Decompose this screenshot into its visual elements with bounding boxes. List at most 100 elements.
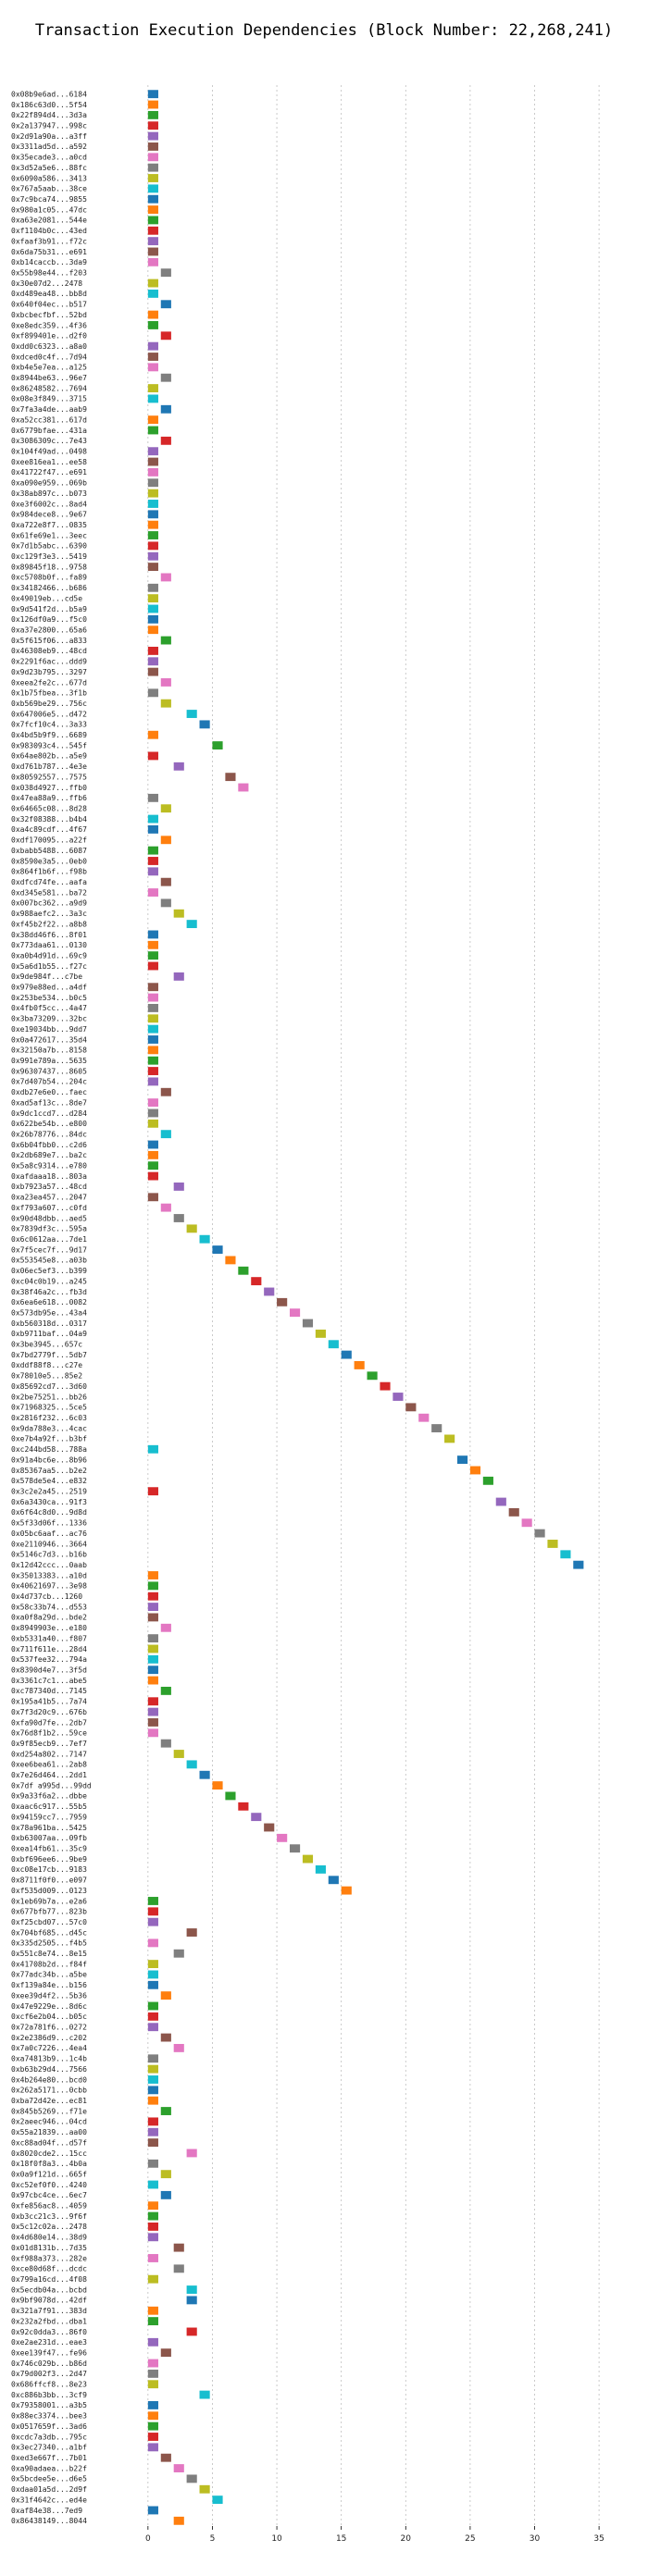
dependency-bar xyxy=(147,2117,158,2126)
dependency-bar xyxy=(147,646,158,655)
dependency-bar xyxy=(147,1035,158,1044)
transaction-label: 0xa74813b9...1c4b xyxy=(11,2055,87,2063)
dependency-bar xyxy=(328,1340,339,1349)
transaction-label: 0x2be75251...bb26 xyxy=(11,1393,87,1401)
dependency-bar xyxy=(147,1613,158,1622)
transaction-label: 0x007bc362...a9d9 xyxy=(11,899,87,908)
transaction-label: 0x3d52a5e6...88fc xyxy=(11,164,87,172)
dependency-bar xyxy=(147,1917,158,1926)
dependency-bar xyxy=(147,2127,158,2136)
dependency-bar xyxy=(147,1581,158,1591)
transaction-label: 0x7d1b5abc...6390 xyxy=(11,542,87,551)
dependency-bar xyxy=(251,1277,262,1286)
dependency-bar xyxy=(199,2390,210,2399)
bar-series xyxy=(147,90,584,2525)
transaction-label: 0xcdc7a3db...795c xyxy=(11,2433,87,2441)
dependency-bar xyxy=(147,657,158,666)
transaction-label: 0xdaa01a5d...2d9f xyxy=(11,2485,87,2494)
transaction-label: 0xb9711baf...04a9 xyxy=(11,1330,87,1338)
dependency-bar xyxy=(147,2337,158,2347)
transaction-label: 0x22f894d4...3d3a xyxy=(11,111,87,119)
dependency-bar xyxy=(147,1119,158,1128)
transaction-label: 0xe2ae231d...eae3 xyxy=(11,2338,87,2347)
transaction-label: 0x4fb0f5cc...4a47 xyxy=(11,1004,87,1012)
transaction-label: 0xee816ea1...ee58 xyxy=(11,458,87,466)
transaction-label: 0x686ffcf8...8e23 xyxy=(11,2381,87,2389)
x-tick-label: 15 xyxy=(336,2534,346,2544)
transaction-label: 0x9bf9078d...42df xyxy=(11,2297,87,2305)
dependency-bar xyxy=(147,500,158,508)
transaction-label: 0xbf696ee6...9be9 xyxy=(11,1855,87,1864)
x-tick-label: 35 xyxy=(593,2534,604,2544)
dependency-bar xyxy=(354,1361,365,1369)
transaction-label: 0x2291f6ac...ddd9 xyxy=(11,658,87,666)
dependency-bar xyxy=(147,2180,158,2189)
transaction-label: 0xddf88f8...c27e xyxy=(11,1361,82,1369)
transaction-label: 0x55b98e44...f203 xyxy=(11,268,87,277)
x-tick-label: 30 xyxy=(530,2534,541,2544)
dependency-bar xyxy=(160,331,171,341)
transaction-label: 0x0517659f...3ad6 xyxy=(11,2422,87,2431)
transaction-label: 0x864f1b6f...f98b xyxy=(11,868,87,876)
dependency-bar xyxy=(456,1455,468,1465)
dependency-bar xyxy=(147,2317,158,2326)
dependency-bar xyxy=(264,1287,275,1296)
dependency-bar xyxy=(495,1497,506,1506)
transaction-label: 0x94159cc7...7959 xyxy=(11,1813,87,1821)
dependency-bar xyxy=(147,279,158,288)
transaction-label: 0xd345e581...ba72 xyxy=(11,888,87,897)
dependency-bar xyxy=(147,1960,158,1969)
dependency-bar xyxy=(147,1980,158,1989)
transaction-label: 0x6f64c8d0...9d8d xyxy=(11,1508,87,1517)
x-tick-label: 20 xyxy=(401,2534,412,2544)
transaction-label: 0x991e789a...5635 xyxy=(11,1057,87,1065)
transaction-label: 0x9da788e3...4cac xyxy=(11,1424,87,1432)
dependency-bar xyxy=(147,1938,158,1948)
transaction-label: 0x05bc6aaf...ac76 xyxy=(11,1530,87,1538)
transaction-label: 0x38ab897c...b073 xyxy=(11,489,87,498)
transaction-label: 0x9a33f6a2...dbbe xyxy=(11,1792,87,1801)
dependency-bar xyxy=(147,247,158,256)
transaction-label: 0x4d737cb...1260 xyxy=(11,1592,82,1601)
transaction-label: 0x1eb69b7a...e2a6 xyxy=(11,1897,87,1905)
dependency-bar xyxy=(147,100,158,109)
transaction-label: 0x85692cd7...3d60 xyxy=(11,1382,87,1391)
dependency-bar xyxy=(160,268,171,278)
dependency-bar xyxy=(147,604,158,613)
transaction-label: 0x8590e3a5...0eb0 xyxy=(11,857,87,865)
transaction-label: 0x5c12c02a...2478 xyxy=(11,2223,87,2231)
transaction-label: 0x61fe69e1...3eec xyxy=(11,531,87,539)
dependency-bar xyxy=(147,153,158,162)
dependency-bar xyxy=(147,1077,158,1086)
dependency-bar xyxy=(147,846,158,855)
dependency-bar xyxy=(147,1108,158,1118)
dependency-bar xyxy=(147,2138,158,2148)
transaction-label: 0x58c33b74...d553 xyxy=(11,1603,87,1611)
transaction-label: 0xee139f47...fe96 xyxy=(11,2348,87,2357)
dependency-bar xyxy=(199,1234,210,1244)
transaction-label: 0xf988a373...282e xyxy=(11,2254,87,2262)
transaction-label: 0x647006e5...d472 xyxy=(11,710,87,718)
transaction-label: 0x186c63d0...5f54 xyxy=(11,101,87,109)
dependency-bar xyxy=(238,783,249,792)
dependency-bar xyxy=(147,2306,158,2315)
transaction-label: 0x35013383...a10d xyxy=(11,1571,87,1579)
transaction-label: 0xf1104b0c...43ed xyxy=(11,227,87,235)
transaction-label: 0x6779bfae...431a xyxy=(11,427,87,435)
transaction-label: 0xc129f3e3...5419 xyxy=(11,552,87,561)
dependency-bar xyxy=(173,762,184,771)
transaction-label: 0x96307437...8605 xyxy=(11,1067,87,1075)
transaction-label: 0xce80d68f...dcdc xyxy=(11,2265,87,2273)
dependency-bar xyxy=(147,216,158,225)
dependency-bar xyxy=(186,1760,197,1769)
dependency-bar xyxy=(160,898,171,908)
dependency-bar xyxy=(147,2380,158,2389)
transaction-label: 0x7839df3c...595a xyxy=(11,1225,87,1233)
dependency-bar xyxy=(173,909,184,918)
dependency-bar xyxy=(264,1823,275,1832)
dependency-bar xyxy=(289,1308,301,1318)
transaction-label: 0x92c0dda3...86f0 xyxy=(11,2328,87,2336)
dependency-bar xyxy=(147,447,158,456)
dependency-bar xyxy=(160,804,171,813)
transaction-label: 0xe3f6002c...8ad4 xyxy=(11,500,87,508)
